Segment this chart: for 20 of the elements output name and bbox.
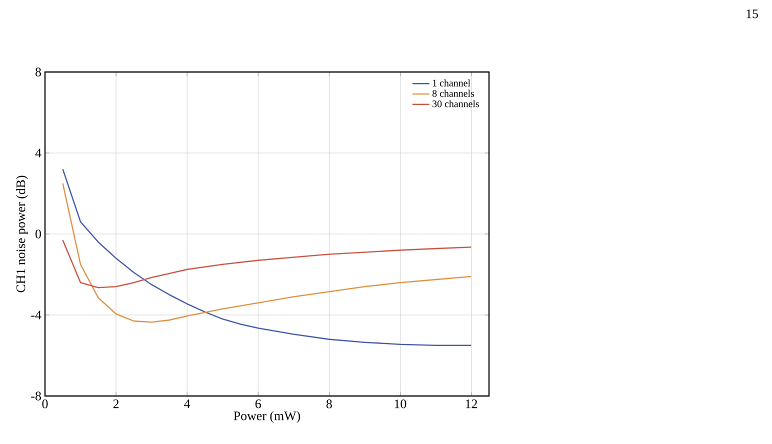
y-tick-label: 4 [35,148,42,158]
x-tick-label: 6 [255,400,261,408]
x-axis-title: Power (mW) [234,411,300,423]
y-tick-label: 8 [36,68,41,76]
x-tick-label: 12 [466,400,478,408]
legend-label: 30 channels [432,100,480,108]
y-tick-label: 0 [36,230,41,238]
y-tick-label: -8 [31,392,41,400]
text: 15 [746,10,758,18]
x-tick-label: 10 [394,400,406,408]
x-tick-label: 0 [42,400,48,408]
line-series [62,239,472,288]
legend-label: 8 channels [432,90,474,97]
y-axis-title: CH1 noise power (dB) [16,176,28,292]
y-tick-label: -4 [31,310,42,320]
line-series [62,168,472,346]
legend-label: 1 channel [432,79,470,86]
x-tick-label: 2 [113,400,119,408]
x-tick-label: 4 [184,400,190,408]
x-tick-label: 8 [326,400,332,408]
